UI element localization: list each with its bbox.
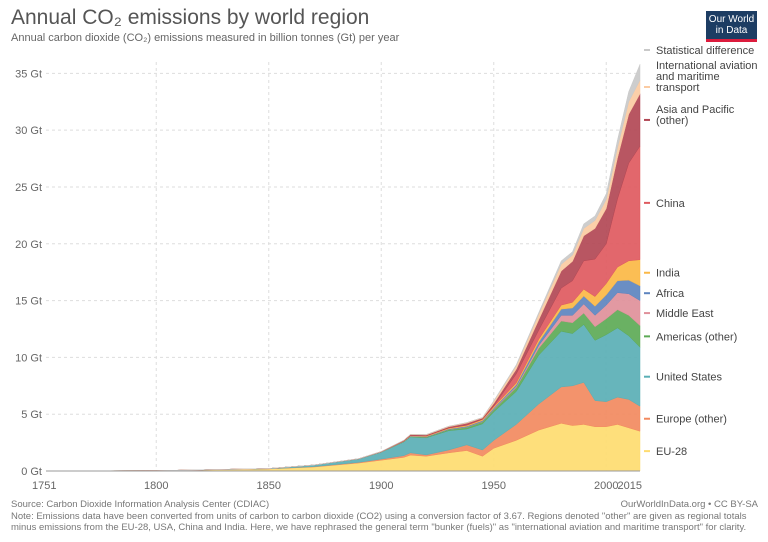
y-tick-label: 5 Gt (21, 409, 42, 421)
legend-label-line: and maritime (656, 71, 720, 83)
legend-label-line: (other) (656, 115, 688, 127)
legend-label-americas-other: Americas (other) (656, 331, 737, 343)
legend-label-europe-other: Europe (other) (656, 414, 727, 426)
legend-label-line: China (656, 198, 686, 210)
logo-accent-bar (706, 39, 757, 42)
x-tick-label: 1800 (144, 480, 168, 492)
note-text: Note: Emissions data have been converted… (11, 511, 747, 533)
legend-label-line: United States (656, 372, 723, 384)
y-tick-label: 35 Gt (15, 68, 42, 80)
x-tick-label: 2015 (618, 480, 642, 492)
x-tick-label: 2000 (594, 480, 618, 492)
legend-label-eu28: EU-28 (656, 446, 687, 458)
legend-label-china: China (656, 198, 686, 210)
stacked-area-chart: 0 Gt 5 Gt 10 Gt 15 Gt 20 Gt 25 Gt 30 Gt 35 Gt 17… (15, 45, 758, 492)
logo-line-2: in Data (715, 25, 748, 36)
chart-subtitle: Annual carbon dioxide (CO₂) emissions me… (11, 32, 400, 44)
legend-label-india: India (656, 268, 681, 280)
legend-label-line: Middle East (656, 308, 713, 320)
x-tick-label: 1850 (257, 480, 281, 492)
legend-label-line: International aviation (656, 60, 758, 72)
legend-label-united-states: United States (656, 372, 723, 384)
y-tick-label: 10 Gt (15, 352, 42, 364)
legend-label-africa: Africa (656, 288, 685, 300)
source-text: Source: Carbon Dioxide Information Analy… (11, 499, 270, 510)
area-series-statistical-difference (45, 64, 641, 472)
legend-label-aviation: International aviation and maritime transp… (656, 60, 758, 94)
legend-label-line: India (656, 268, 681, 280)
legend-label-line: Americas (other) (656, 331, 737, 343)
legend-label-line: transport (656, 82, 699, 94)
legend-label-middle-east: Middle East (656, 308, 713, 320)
legend-label-line: EU-28 (656, 446, 687, 458)
owid-logo[interactable]: Our World in Data (706, 11, 757, 42)
y-tick-label: 20 Gt (15, 239, 42, 251)
y-tick-label: 15 Gt (15, 296, 42, 308)
x-tick-label: 1900 (369, 480, 393, 492)
x-tick-label: 1950 (482, 480, 506, 492)
legend-label-statistical-difference: Statistical difference (656, 45, 754, 57)
x-tick-label: 1751 (32, 480, 56, 492)
y-tick-label: 30 Gt (15, 125, 42, 137)
legend-label-line: Asia and Pacific (656, 104, 735, 116)
legend-label-asia-pacific-other: Asia and Pacific (other) (656, 104, 735, 127)
y-tick-label: 25 Gt (15, 182, 42, 194)
chart-title: Annual CO₂ emissions by world region (11, 6, 370, 29)
legend-label-line: Europe (other) (656, 414, 727, 426)
legend-label-line: Statistical difference (656, 45, 754, 57)
y-tick-label: 0 Gt (21, 466, 42, 478)
legend-label-line: Africa (656, 288, 685, 300)
credit-link[interactable]: OurWorldInData.org • CC BY-SA (620, 499, 758, 510)
logo-line-1: Our World (708, 14, 755, 25)
